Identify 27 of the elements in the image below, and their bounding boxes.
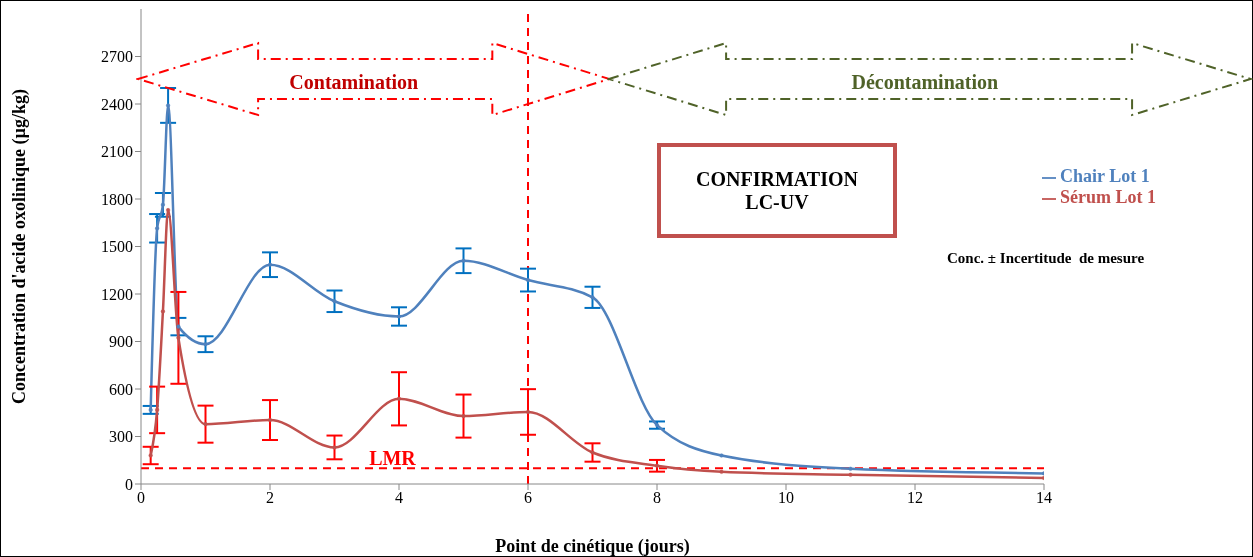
x-tick-label: 8 — [653, 489, 661, 507]
y-tick-label: 1200 — [101, 285, 133, 303]
x-tick-label: 6 — [524, 489, 532, 507]
annotation: Contamination — [289, 71, 419, 94]
annotation: Conc. ± Incertitude de mesure — [947, 250, 1145, 267]
y-tick-label: 600 — [109, 380, 133, 398]
y-tick-label: 1500 — [101, 238, 133, 256]
x-tick-label: 12 — [907, 489, 923, 507]
legend-label: Sérum Lot 1 — [1060, 187, 1156, 207]
y-tick-label: 300 — [109, 428, 133, 446]
y-tick-label: 2400 — [101, 95, 133, 113]
y-tick-label: 0 — [125, 475, 133, 493]
x-tick-label: 2 — [266, 489, 274, 507]
x-tick-label: 4 — [395, 489, 403, 507]
y-tick-label: 2100 — [101, 143, 133, 161]
annotation: Décontamination — [851, 71, 999, 94]
ref-line-label: LMR — [369, 447, 417, 470]
annotation: CONFIRMATION LC-UV — [657, 143, 897, 238]
legend-label: Chair Lot 1 — [1060, 166, 1150, 186]
x-tick-label: 0 — [137, 489, 145, 507]
y-axis-title: Concentration d'acide oxolinique (µg/kg) — [9, 89, 31, 404]
y-tick-label: 1800 — [101, 190, 133, 208]
y-tick-label: 2700 — [101, 48, 133, 66]
x-axis-title: Point de cinétique (jours) — [495, 536, 690, 557]
y-tick-label: 900 — [109, 333, 133, 351]
x-tick-label: 10 — [778, 489, 794, 507]
x-tick-label: 14 — [1036, 489, 1052, 507]
